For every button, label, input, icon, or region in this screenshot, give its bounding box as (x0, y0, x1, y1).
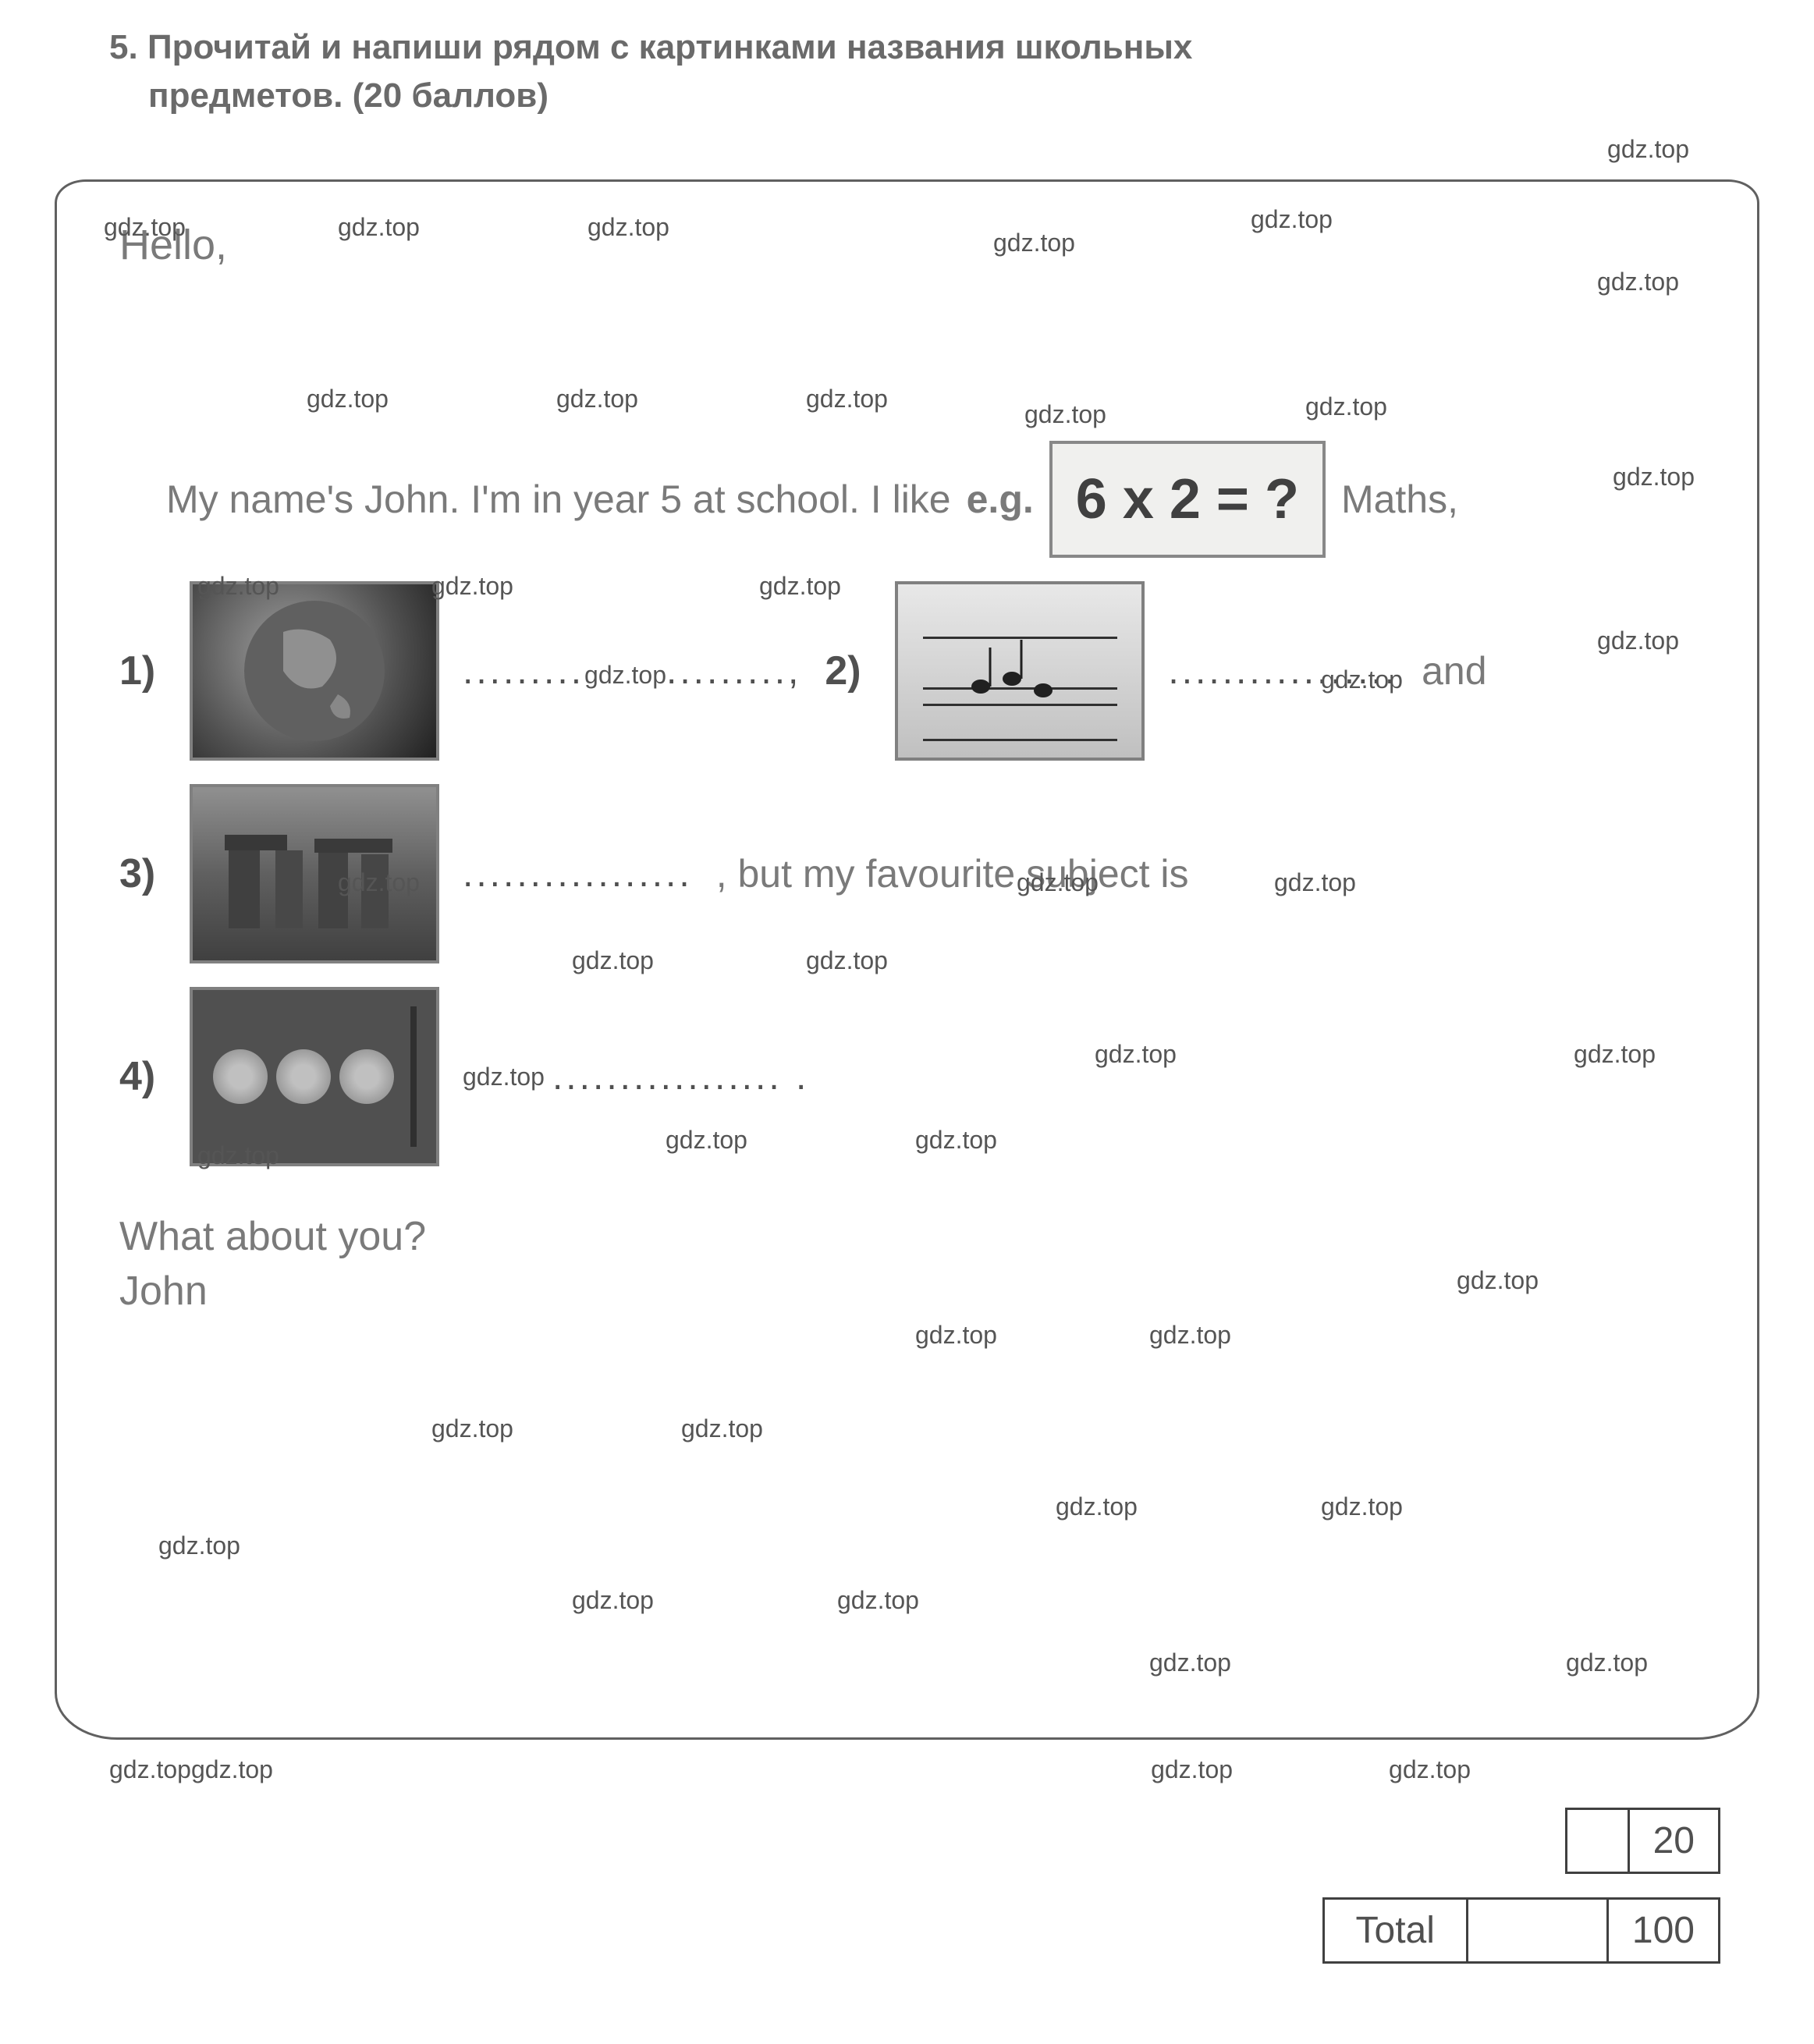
watermark: gdz.top (1613, 463, 1695, 491)
earth-image (190, 581, 439, 761)
watermark: gdz.top (806, 946, 888, 975)
watermark: gdz.top (1017, 868, 1099, 897)
closing-question: What about you? (119, 1213, 1695, 1260)
watermark: gdz.top (109, 1755, 191, 1784)
task-max-score: 20 (1628, 1808, 1720, 1874)
item-4-number: 4) (119, 1053, 166, 1100)
watermark-top: gdz.top (31, 135, 1689, 164)
total-max-score: 100 (1606, 1897, 1720, 1964)
music-notes-image (895, 581, 1145, 761)
watermark: gdz.top (915, 1126, 997, 1155)
but-favourite-text: , but my favourite subject is (716, 851, 1189, 896)
eg-label: e.g. (967, 477, 1034, 522)
watermark: gdz.top (1457, 1266, 1539, 1295)
watermark: gdz.top (1274, 868, 1356, 897)
task-instruction: 5. Прочитай и напиши рядом с картинками … (109, 23, 1783, 119)
item-3-number: 3) (119, 850, 166, 897)
intro-text: My name's John. I'm in year 5 at school.… (166, 477, 951, 522)
watermark: gdz.top (1574, 1040, 1656, 1069)
watermark: gdz.top (1149, 1648, 1231, 1677)
item-2-number: 2) (825, 648, 872, 694)
watermark: gdz.top (431, 572, 513, 601)
blank-3[interactable]: ................. (463, 853, 693, 896)
watermark: gdz.top (1321, 665, 1403, 694)
watermark: gdz.top (681, 1414, 763, 1443)
watermark: gdz.top (666, 1126, 747, 1155)
watermark: gdz.top (588, 213, 669, 242)
watermark: gdz.top (1597, 626, 1679, 655)
maths-equation-box: 6 x 2 = ? (1049, 441, 1326, 558)
watermark: gdz.top (1597, 268, 1679, 296)
watermark: gdz.top (1149, 1321, 1231, 1350)
watermark: gdz.top (1151, 1755, 1233, 1784)
watermark: gdz.top (806, 385, 888, 413)
watermark: gdz.top (915, 1321, 997, 1350)
watermark: gdz.top (572, 1586, 654, 1615)
watermark: gdz.top (1251, 205, 1333, 234)
watermark: gdz.top (1305, 392, 1387, 421)
watermark: gdz.top (463, 1063, 545, 1091)
watermark: gdz.top (1024, 400, 1106, 429)
task-score-blank[interactable] (1565, 1808, 1628, 1874)
watermark: gdz.top (1095, 1040, 1177, 1069)
total-label: Total (1322, 1897, 1466, 1964)
blank-4[interactable]: ................. . (552, 1056, 809, 1098)
intro-line: My name's John. I'm in year 5 at school.… (166, 441, 1695, 558)
task-score-section: 20 (31, 1808, 1720, 1874)
paint-image (190, 987, 439, 1166)
and-text: and (1422, 648, 1486, 694)
watermark: gdz.top (1056, 1492, 1138, 1521)
exercise-row-1-2: 1) .........gdz.top........., 2) .......… (119, 581, 1695, 761)
watermark: gdz.top (556, 385, 638, 413)
watermark: gdz.top (572, 946, 654, 975)
blank-1[interactable]: .........gdz.top........., (463, 650, 801, 693)
instruction-text-2: предметов. (20 баллов) (148, 76, 548, 115)
watermark: gdz.top (338, 868, 420, 897)
watermark: gdz.top (338, 213, 420, 242)
watermark: gdz.top (837, 1586, 919, 1615)
watermark: gdz.top (431, 1414, 513, 1443)
watermark: gdz.top (1321, 1492, 1403, 1521)
worksheet-frame: gdz.top gdz.top gdz.top gdz.top gdz.top … (55, 179, 1759, 1740)
watermark-inline: gdz.top (584, 661, 666, 689)
item-1-number: 1) (119, 648, 166, 694)
watermark: gdz.top (759, 572, 841, 601)
watermark: gdz.top (104, 213, 186, 242)
total-score-blank[interactable] (1466, 1897, 1606, 1964)
example-answer: Maths, (1341, 477, 1458, 522)
watermark: gdz.top (1566, 1648, 1648, 1677)
watermark: gdz.top (191, 1755, 273, 1784)
watermark: gdz.top (307, 385, 389, 413)
watermark: gdz.top (197, 572, 279, 601)
instruction-text-1: Прочитай и напиши рядом с картинками наз… (147, 28, 1192, 66)
exercise-row-4: 4) gdz.top ................. . (119, 987, 1695, 1166)
total-score-section: Total 100 (31, 1897, 1720, 1964)
watermark: gdz.top (197, 1141, 279, 1170)
watermark: gdz.top (1389, 1755, 1471, 1784)
task-number: 5. (109, 28, 138, 66)
watermark: gdz.top (993, 229, 1075, 257)
watermark: gdz.top (158, 1531, 240, 1560)
